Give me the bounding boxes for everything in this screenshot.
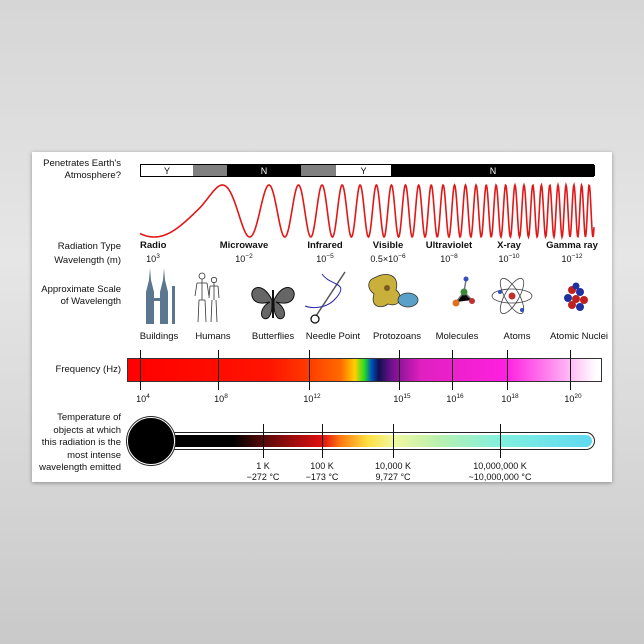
needle-icon — [304, 271, 346, 324]
temperature-tick — [500, 424, 501, 458]
humans-icon — [194, 272, 220, 323]
scale-label: Approximate Scale of Wavelength — [41, 284, 121, 307]
scale-object-label: Molecules — [435, 331, 479, 342]
wavelength-value: 10−10 — [498, 253, 520, 264]
temperature-label: 10,000,000 K ~10,000,000 °C — [468, 461, 532, 482]
wavelength-value: 10−2 — [235, 253, 253, 264]
temperature-tick — [263, 424, 264, 458]
scale-object-label: Atoms — [503, 331, 531, 342]
thermometer-tube — [140, 432, 595, 450]
radiation-type: Radio — [140, 240, 167, 251]
frequency-tick — [140, 350, 141, 390]
wavelength-value: 10−12 — [561, 253, 583, 264]
frequency-tick — [309, 350, 310, 390]
frequency-tick-label: 104 — [136, 393, 150, 404]
scale-icons — [146, 268, 588, 324]
radiation-type: Microwave — [219, 240, 269, 251]
atmosphere-label: Penetrates Earth's Atmosphere? — [43, 158, 121, 181]
scale-object-label: Buildings — [139, 331, 179, 342]
radiation-type: Infrared — [307, 240, 343, 251]
atmosphere-segment: Y — [141, 165, 193, 176]
molecule-icon — [452, 276, 475, 307]
frequency-tick-label: 1016 — [446, 393, 464, 404]
temperature-label: 1 K −272 °C — [246, 461, 280, 482]
buildings-icon — [146, 268, 175, 324]
frequency-tick-label: 108 — [214, 393, 228, 404]
temperature-label: Temperature of objects at which this radia… — [39, 412, 121, 473]
radiation-type: Gamma ray — [546, 240, 598, 251]
frequency-tick-label: 1018 — [501, 393, 519, 404]
atmosphere-segment — [193, 165, 227, 176]
atmosphere-segment — [301, 165, 336, 176]
scale-object-label: Needle Point — [305, 331, 361, 342]
scale-object-label: Humans — [195, 331, 231, 342]
radiation-type: X-ray — [497, 240, 521, 251]
wavelength-value: 103 — [146, 253, 160, 264]
frequency-tick — [452, 350, 453, 390]
frequency-tick — [399, 350, 400, 390]
temperature-label: 100 K −173 °C — [305, 461, 339, 482]
frequency-tick — [507, 350, 508, 390]
temperature-tick — [393, 424, 394, 458]
wavelength-label: Wavelength (m) — [54, 255, 121, 266]
frequency-bar — [127, 358, 602, 382]
frequency-tick-label: 1012 — [303, 393, 321, 404]
frequency-tick-label: 1020 — [564, 393, 582, 404]
protozoan-icon — [368, 274, 419, 308]
atmosphere-segment: Y — [336, 165, 391, 176]
radiation-type-label: Radiation Type — [57, 241, 121, 252]
electromagnetic-wave — [139, 181, 595, 241]
atom-icon — [491, 277, 533, 315]
nucleus-icon — [564, 282, 588, 311]
frequency-tick-label: 1015 — [393, 393, 411, 404]
wavelength-value: 10−5 — [316, 253, 334, 264]
butterfly-icon — [251, 287, 295, 320]
frequency-tick — [570, 350, 571, 390]
temperature-label: 10,000 K 9,727 °C — [374, 461, 412, 482]
thermometer-bulb — [127, 417, 175, 465]
frequency-label: Frequency (Hz) — [55, 364, 121, 375]
atmosphere-segment: N — [391, 165, 595, 176]
scale-object-label: Protozoans — [372, 331, 422, 342]
radiation-type: Visible — [372, 240, 404, 251]
atmosphere-segment: N — [227, 165, 301, 176]
scale-object-label: Butterflies — [251, 331, 295, 342]
wavelength-value: 10−8 — [440, 253, 458, 264]
wavelength-value: 0.5×10−6 — [370, 253, 406, 264]
radiation-type: Ultraviolet — [425, 240, 473, 251]
frequency-tick — [218, 350, 219, 390]
scale-object-label: Atomic Nuclei — [549, 331, 609, 342]
temperature-tick — [322, 424, 323, 458]
